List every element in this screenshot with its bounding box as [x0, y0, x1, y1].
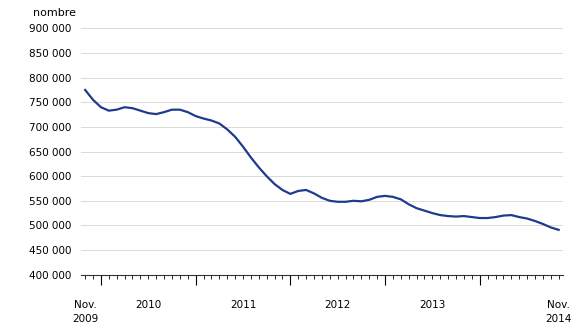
Text: Nov.: Nov.: [547, 300, 570, 310]
Text: 2010: 2010: [135, 300, 161, 310]
Text: 2014: 2014: [545, 314, 572, 324]
Text: nombre: nombre: [33, 8, 76, 18]
Text: 2012: 2012: [324, 300, 351, 310]
Text: 2009: 2009: [72, 314, 98, 324]
Text: 2011: 2011: [230, 300, 256, 310]
Text: 2013: 2013: [419, 300, 445, 310]
Text: Nov.: Nov.: [74, 300, 97, 310]
